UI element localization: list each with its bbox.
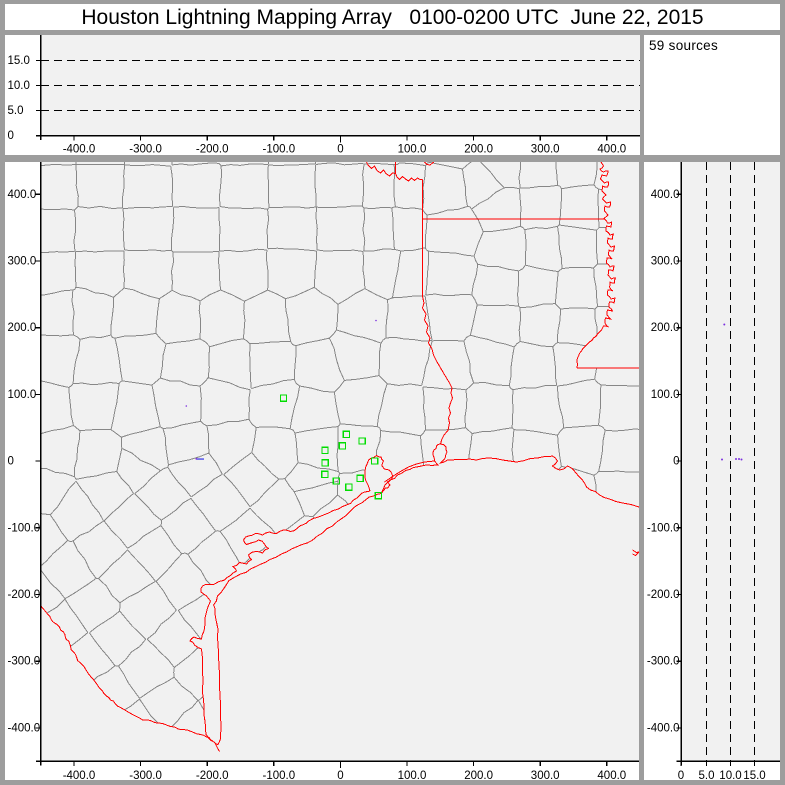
svg-text:100.0: 100.0: [398, 769, 427, 779]
svg-text:-200.0: -200.0: [196, 143, 229, 155]
svg-text:5.0: 5.0: [699, 769, 715, 779]
svg-text:15.0: 15.0: [743, 769, 765, 779]
svg-text:200.0: 200.0: [8, 322, 37, 334]
svg-text:-200.0: -200.0: [8, 589, 41, 601]
svg-text:100.0: 100.0: [8, 388, 37, 400]
svg-text:200.0: 200.0: [651, 322, 680, 334]
svg-text:100.0: 100.0: [398, 143, 427, 155]
svg-text:300.0: 300.0: [531, 143, 560, 155]
svg-text:-300.0: -300.0: [129, 769, 162, 779]
svg-text:400.0: 400.0: [8, 188, 37, 200]
svg-text:-400.0: -400.0: [63, 143, 96, 155]
svg-text:5.0: 5.0: [8, 105, 24, 117]
svg-text:-200.0: -200.0: [196, 769, 229, 779]
svg-text:0: 0: [8, 130, 14, 142]
svg-text:300.0: 300.0: [8, 255, 37, 267]
svg-text:0: 0: [8, 455, 14, 467]
svg-text:300.0: 300.0: [531, 769, 560, 779]
svg-text:-300.0: -300.0: [8, 655, 41, 667]
svg-text:-300.0: -300.0: [129, 143, 162, 155]
svg-text:-100.0: -100.0: [262, 769, 295, 779]
svg-text:-100.0: -100.0: [8, 522, 41, 534]
svg-text:0: 0: [678, 769, 684, 779]
svg-text:400.0: 400.0: [597, 769, 626, 779]
svg-text:-200.0: -200.0: [647, 589, 680, 601]
svg-text:100.0: 100.0: [651, 388, 680, 400]
svg-text:-400.0: -400.0: [63, 769, 96, 779]
svg-text:300.0: 300.0: [651, 255, 680, 267]
svg-text:15.0: 15.0: [8, 55, 30, 67]
svg-text:400.0: 400.0: [651, 188, 680, 200]
svg-text:200.0: 200.0: [464, 143, 493, 155]
svg-text:-400.0: -400.0: [8, 722, 41, 734]
svg-text:400.0: 400.0: [597, 143, 626, 155]
svg-text:200.0: 200.0: [464, 769, 493, 779]
svg-text:-300.0: -300.0: [647, 655, 680, 667]
svg-text:-100.0: -100.0: [647, 522, 680, 534]
svg-text:-100.0: -100.0: [262, 143, 295, 155]
svg-text:10.0: 10.0: [719, 769, 741, 779]
svg-text:0: 0: [337, 769, 343, 779]
svg-text:-400.0: -400.0: [647, 722, 680, 734]
svg-text:0: 0: [337, 143, 343, 155]
svg-text:0: 0: [673, 455, 679, 467]
svg-text:10.0: 10.0: [8, 80, 30, 92]
